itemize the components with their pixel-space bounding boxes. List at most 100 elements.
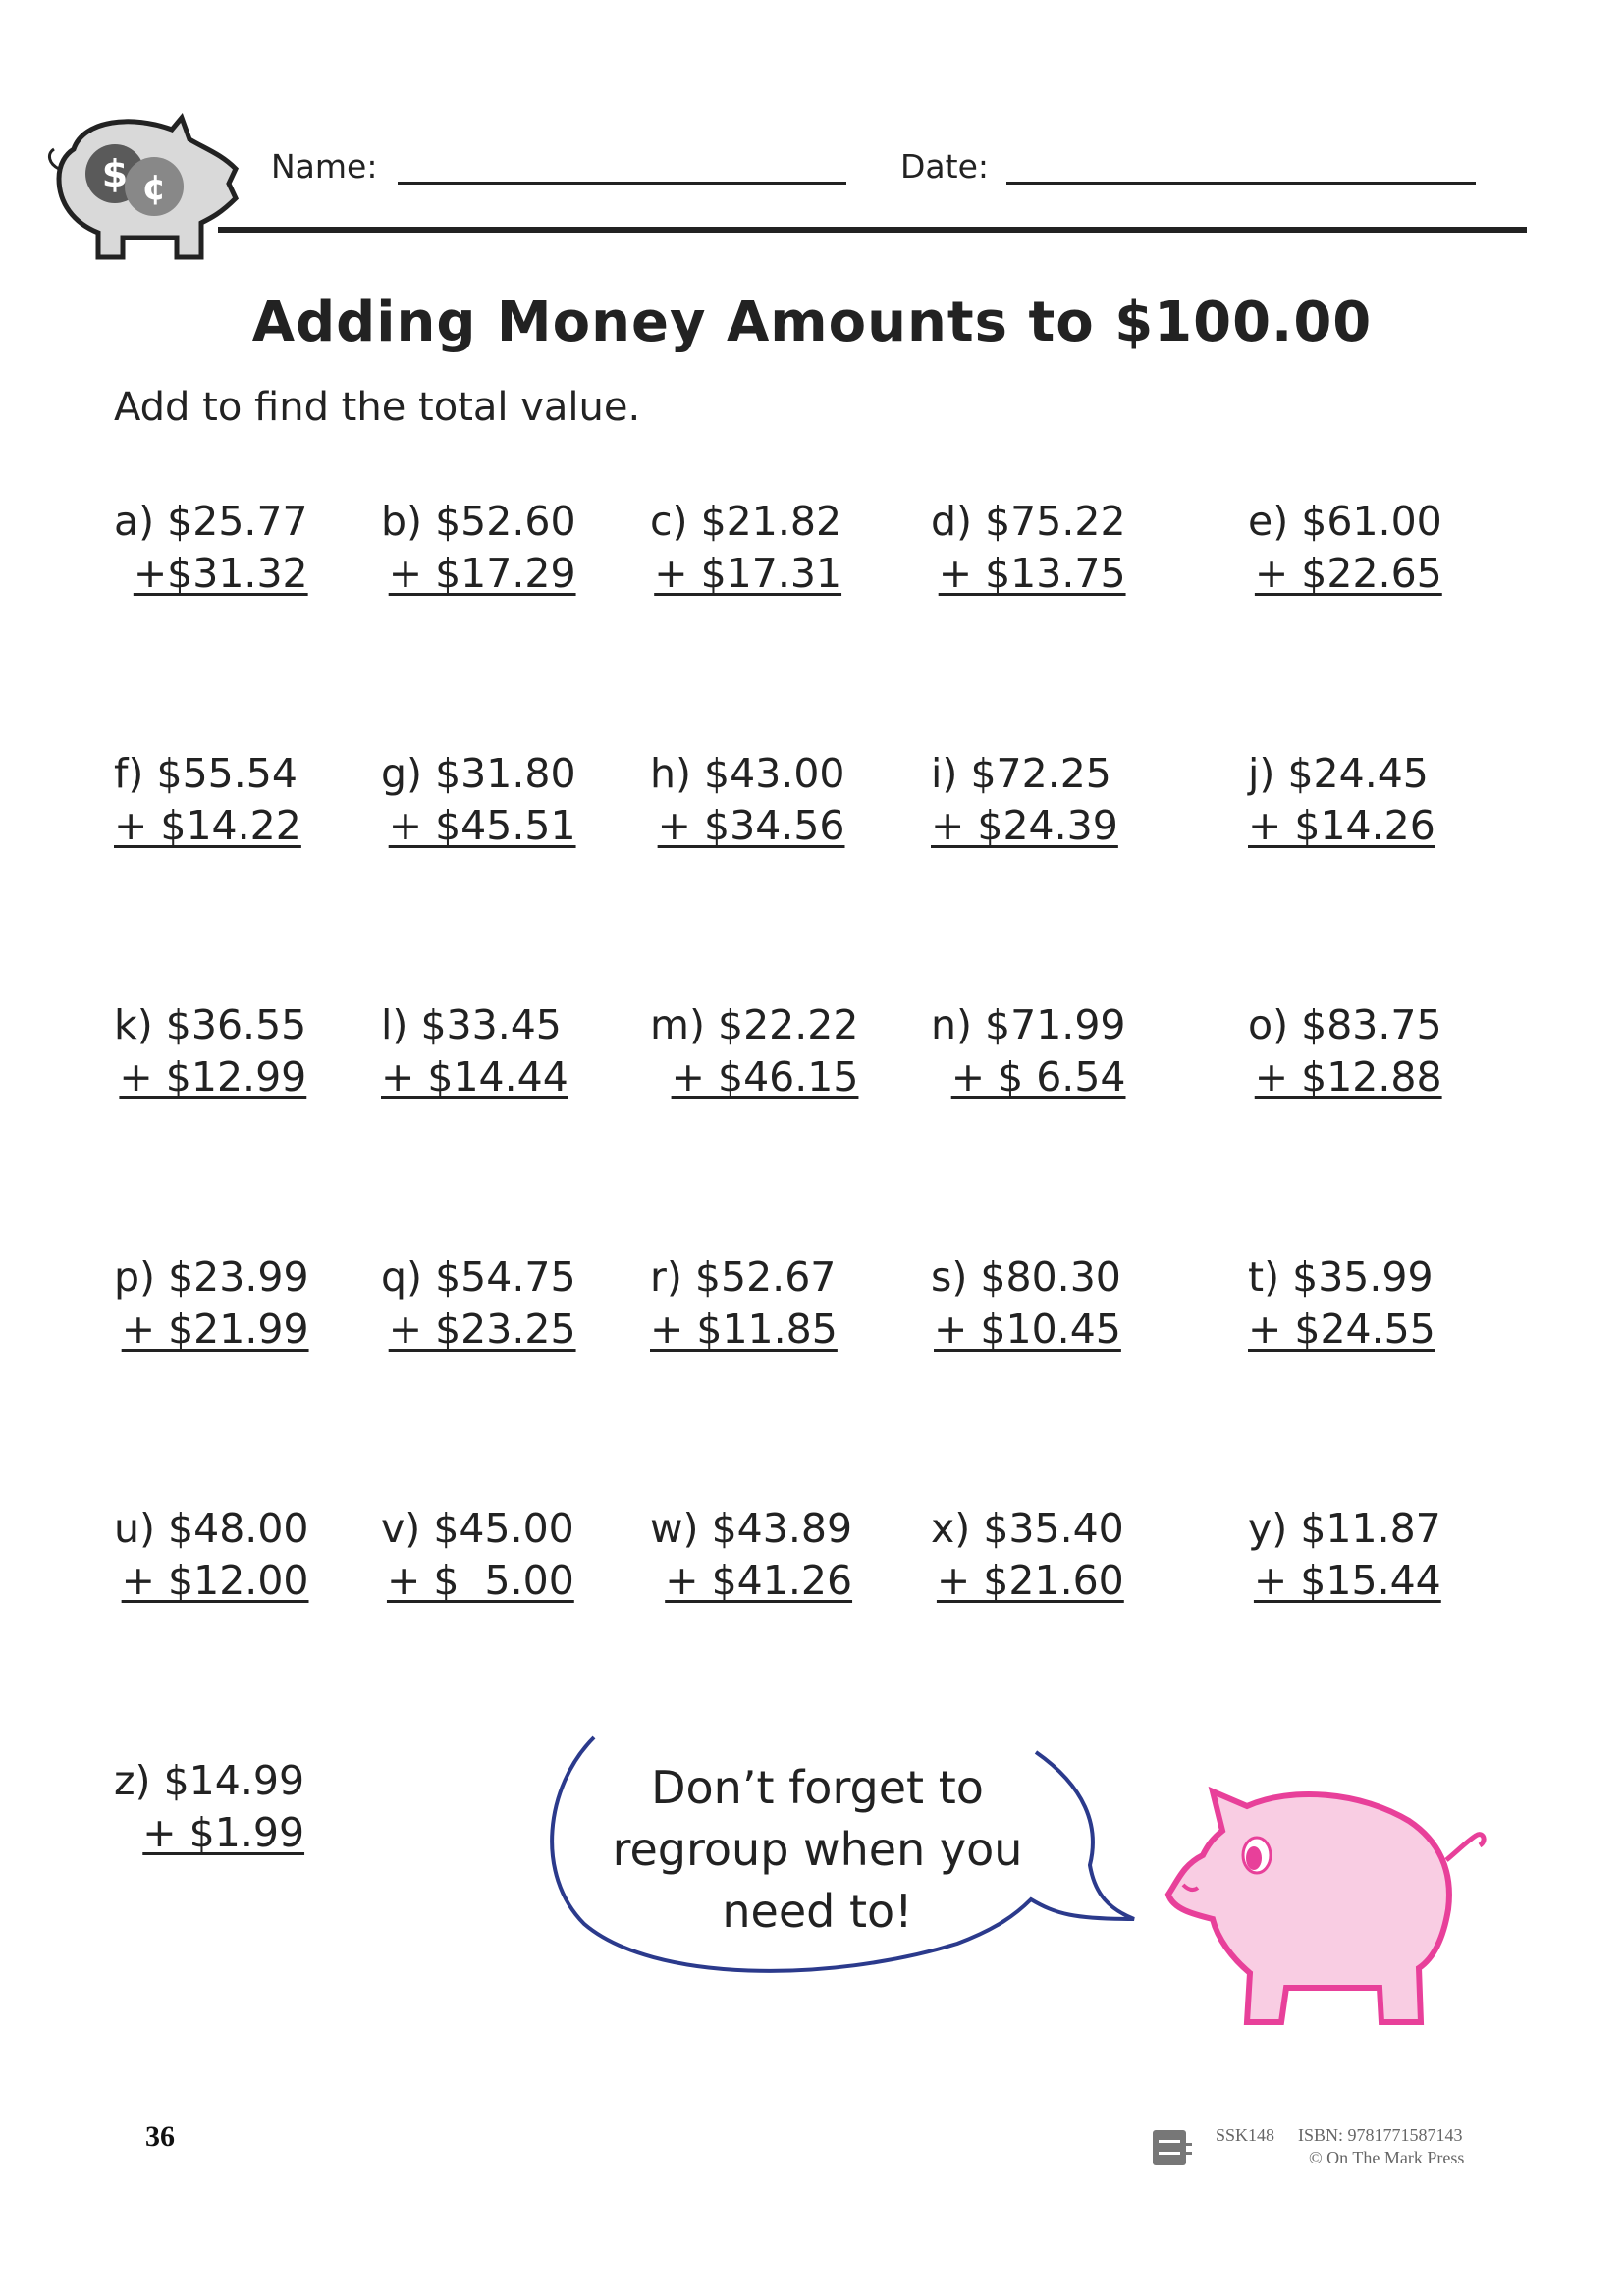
problem-addend: b) $52.60 — [381, 496, 576, 548]
second-addend: + $10.45 — [934, 1306, 1121, 1353]
problem-addend: g) $31.80 — [381, 748, 576, 800]
copyright: © On The Mark Press — [1309, 2148, 1465, 2167]
first-addend: $61.00 — [1301, 498, 1442, 545]
problem-addend: q) $54.75 — [381, 1252, 576, 1304]
second-addend: + $34.56 — [657, 802, 845, 849]
problem-e: e) $61.00 + $22.65 — [1248, 496, 1442, 600]
problem-label: q) — [381, 1254, 423, 1301]
problem-x: x) $35.40 + $21.60 — [931, 1503, 1124, 1607]
problem-label: r) — [650, 1254, 682, 1301]
bubble-line: regroup when you — [612, 1823, 1023, 1876]
problem-label: z) — [114, 1757, 151, 1804]
problem-y: y) $11.87 + $15.44 — [1248, 1503, 1441, 1607]
problem-addend: s) $80.30 — [931, 1252, 1121, 1304]
second-addend: + $12.99 — [119, 1053, 307, 1100]
problem-addend: n) $71.99 — [931, 999, 1126, 1051]
problem-v: v) $45.00 + $ 5.00 — [381, 1503, 574, 1607]
first-addend: $72.25 — [970, 750, 1111, 797]
problem-label: g) — [381, 750, 423, 797]
problem-label: j) — [1248, 750, 1275, 797]
problem-t: t) $35.99 + $24.55 — [1248, 1252, 1435, 1356]
problem-label: m) — [650, 1001, 705, 1048]
problem-addend: y) $11.87 — [1248, 1503, 1441, 1555]
first-addend: $52.67 — [694, 1254, 837, 1301]
second-addend: + $23.25 — [388, 1306, 576, 1353]
first-addend: $22.22 — [717, 1001, 859, 1048]
first-addend: $48.00 — [168, 1505, 309, 1552]
second-addend: + $17.31 — [654, 550, 842, 597]
date-label: Date: — [900, 147, 989, 186]
problem-addend: f) $55.54 — [114, 748, 301, 800]
header-divider — [218, 227, 1527, 233]
first-addend: $24.45 — [1287, 750, 1429, 797]
problem-label: s) — [931, 1254, 968, 1301]
problem-addend: u) $48.00 — [114, 1503, 309, 1555]
problem-g: g) $31.80 + $45.51 — [381, 748, 576, 852]
speech-bubble — [550, 1735, 1135, 1973]
first-addend: $23.99 — [168, 1254, 309, 1301]
second-addend: + $14.26 — [1248, 802, 1435, 849]
problem-f: f) $55.54 + $14.22 — [114, 748, 301, 852]
publisher-logo-icon — [1153, 2130, 1192, 2165]
problem-label: d) — [931, 498, 973, 545]
problem-u: u) $48.00 + $12.00 — [114, 1503, 309, 1607]
problem-addend: h) $43.00 — [650, 748, 845, 800]
problem-addend: v) $45.00 — [381, 1503, 574, 1555]
first-addend: $52.60 — [435, 498, 576, 545]
first-addend: $14.99 — [163, 1757, 305, 1804]
name-label: Name: — [271, 147, 378, 186]
first-addend: $43.89 — [711, 1505, 853, 1552]
problem-addend: i) $72.25 — [931, 748, 1118, 800]
date-field[interactable] — [1006, 182, 1476, 185]
first-addend: $75.22 — [985, 498, 1126, 545]
product-code: SSK148 — [1216, 2125, 1275, 2145]
second-addend: + $11.85 — [650, 1306, 838, 1353]
problem-addend: j) $24.45 — [1248, 748, 1435, 800]
first-addend: $35.99 — [1292, 1254, 1434, 1301]
speech-bubble-text: Don’t forget to regroup when you need to… — [569, 1757, 1065, 1943]
problem-label: u) — [114, 1505, 155, 1552]
problem-addend: z) $14.99 — [114, 1755, 304, 1807]
bubble-line: Don’t forget to — [651, 1761, 984, 1814]
first-addend: $83.75 — [1301, 1001, 1442, 1048]
first-addend: $21.82 — [700, 498, 842, 545]
problem-label: i) — [931, 750, 958, 797]
problem-label: h) — [650, 750, 691, 797]
problem-addend: k) $36.55 — [114, 999, 306, 1051]
problem-addend: r) $52.67 — [650, 1252, 838, 1304]
problem-label: t) — [1248, 1254, 1280, 1301]
svg-text:$: $ — [102, 152, 128, 195]
problem-addend: t) $35.99 — [1248, 1252, 1435, 1304]
second-addend: + $21.60 — [936, 1557, 1124, 1604]
instructions: Add to find the total value. — [114, 385, 641, 430]
second-addend: + $12.88 — [1254, 1053, 1442, 1100]
problem-s: s) $80.30 + $10.45 — [931, 1252, 1121, 1356]
problem-l: l) $33.45 + $14.44 — [381, 999, 568, 1103]
problem-addend: a) $25.77 — [114, 496, 308, 548]
second-addend: + $1.99 — [142, 1809, 305, 1856]
second-addend: + $45.51 — [388, 802, 576, 849]
problem-w: w) $43.89 + $41.26 — [650, 1503, 852, 1607]
first-addend: $71.99 — [985, 1001, 1126, 1048]
problem-label: n) — [931, 1001, 972, 1048]
problem-label: b) — [381, 498, 423, 545]
problem-addend: c) $21.82 — [650, 496, 841, 548]
problem-addend: p) $23.99 — [114, 1252, 309, 1304]
first-addend: $31.80 — [435, 750, 576, 797]
second-addend: + $41.26 — [665, 1557, 853, 1604]
problem-addend: o) $83.75 — [1248, 999, 1442, 1051]
second-addend: +$31.32 — [133, 550, 308, 597]
first-addend: $25.77 — [167, 498, 308, 545]
problem-label: e) — [1248, 498, 1289, 545]
problem-n: n) $71.99 + $ 6.54 — [931, 999, 1126, 1103]
second-addend: + $24.55 — [1248, 1306, 1435, 1353]
second-addend: + $ 5.00 — [386, 1557, 574, 1604]
name-field[interactable] — [398, 182, 846, 185]
problem-addend: w) $43.89 — [650, 1503, 852, 1555]
problem-label: c) — [650, 498, 688, 545]
problem-r: r) $52.67 + $11.85 — [650, 1252, 838, 1356]
second-addend: + $22.65 — [1254, 550, 1442, 597]
second-addend: + $17.29 — [388, 550, 576, 597]
problem-label: p) — [114, 1254, 156, 1301]
second-addend: + $14.22 — [114, 802, 301, 849]
